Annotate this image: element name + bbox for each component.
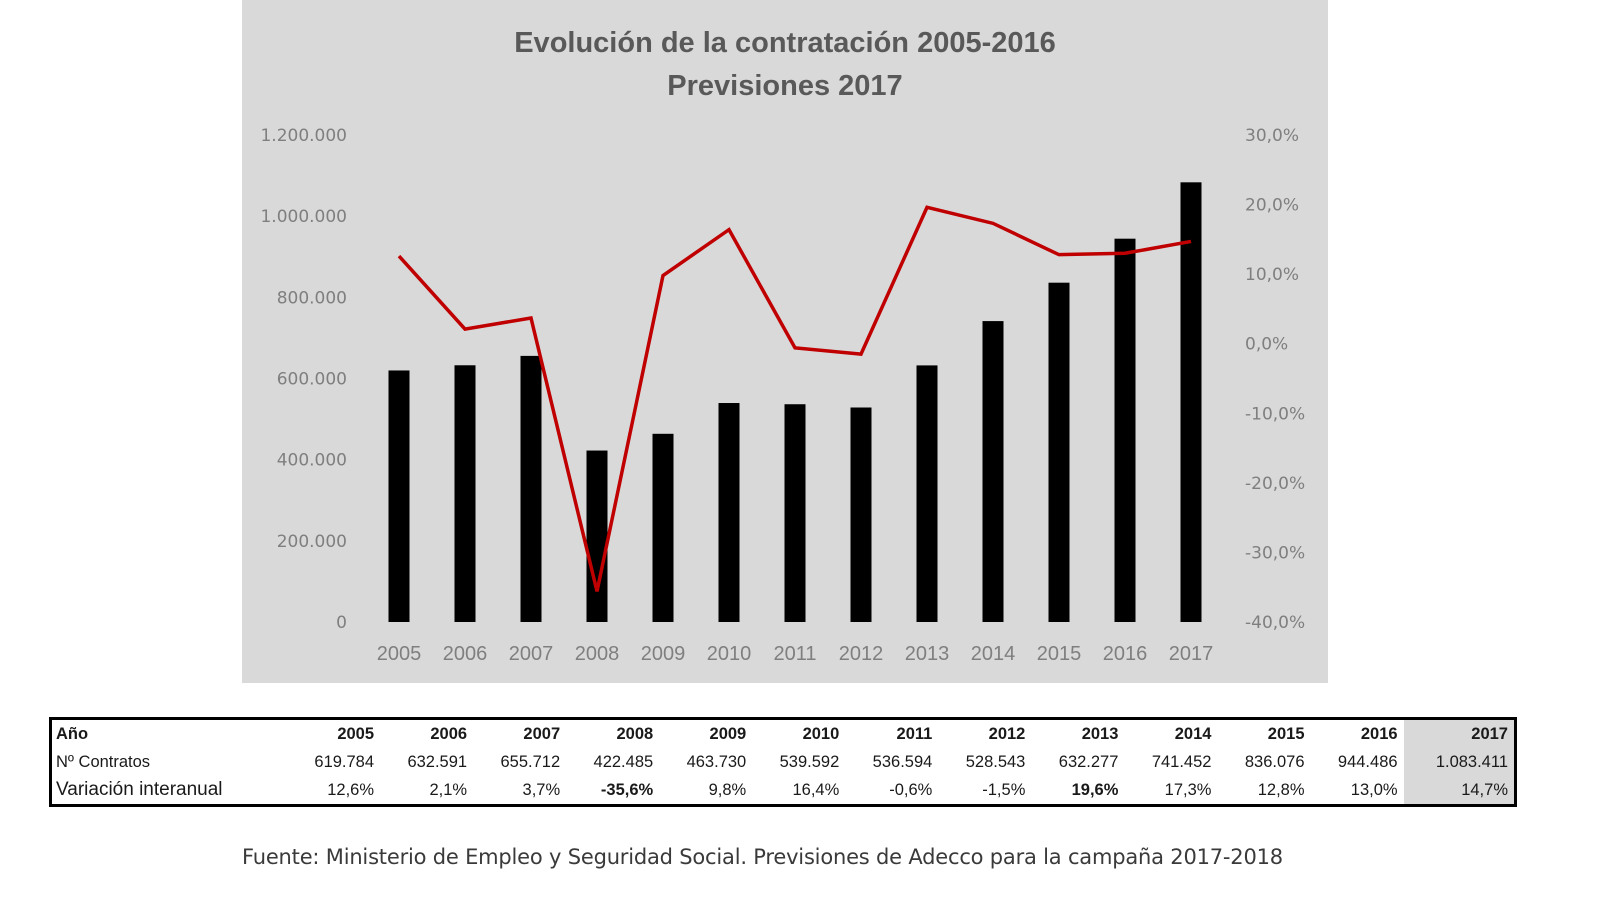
- table-cell: 2009: [709, 724, 747, 743]
- bar-2007: [520, 355, 542, 622]
- x-tick-label: 2011: [773, 643, 816, 665]
- table-cell: 2010: [802, 724, 840, 743]
- data-table: Año 2005 2006 2007 2008 2009 2010 2011 2012 2013 2…: [49, 717, 1517, 807]
- x-tick-label: 2008: [575, 643, 620, 665]
- right-axis: -40,0% -30,0% -20,0% -10,0% 0,0% 10,0% 20,0% 30…: [1245, 126, 1305, 633]
- table-cell: 422.485: [593, 752, 654, 771]
- chart-subtitle: Previsiones 2017: [667, 70, 902, 102]
- chart-title: Evolución de la contratación 2005-2016: [514, 27, 1056, 59]
- x-tick-label: 2014: [971, 643, 1016, 665]
- x-tick-label: 2007: [509, 643, 554, 665]
- bar-2009: [652, 433, 674, 622]
- table-cell: 2015: [1267, 724, 1305, 743]
- bar-2010: [718, 403, 740, 622]
- table-cell: -1,5%: [982, 780, 1026, 799]
- table-cell: 528.543: [965, 752, 1026, 771]
- table-cell: 463.730: [686, 752, 747, 771]
- chart-panel: Evolución de la contratación 2005-2016 P…: [242, 0, 1328, 683]
- line-series: [397, 205, 1192, 592]
- table-cell: 2016: [1360, 724, 1398, 743]
- table-cell: 2014: [1174, 724, 1212, 743]
- table-cell: 3,7%: [522, 780, 561, 799]
- row-label: Año: [56, 724, 89, 743]
- table-cell: 2017: [1403, 718, 1516, 748]
- table-cell: -35,6%: [600, 780, 654, 799]
- table-cell: 2012: [988, 724, 1026, 743]
- left-tick-label: 400.000: [277, 451, 347, 471]
- left-axis: 0 200.000 400.000 600.000 800.000 1.000.000 1.…: [260, 126, 347, 633]
- table-cell: -0,6%: [889, 780, 933, 799]
- bar-series: [388, 182, 1202, 622]
- table-cell: 944.486: [1337, 752, 1398, 771]
- table-cell: 632.277: [1058, 752, 1119, 771]
- x-tick-label: 2006: [443, 643, 488, 665]
- bar-2008: [586, 450, 608, 622]
- right-tick-label: -30,0%: [1245, 543, 1305, 563]
- left-tick-label: 800.000: [277, 288, 347, 308]
- table-cell: 2006: [430, 724, 468, 743]
- source-note: Fuente: Ministerio de Empleo y Seguridad…: [242, 845, 1283, 869]
- x-tick-label: 2017: [1169, 643, 1214, 665]
- bar-2017: [1180, 182, 1202, 622]
- right-tick-label: 0,0%: [1245, 335, 1288, 355]
- x-tick-label: 2009: [641, 643, 686, 665]
- table-cell: 2,1%: [429, 780, 468, 799]
- table-cell: 539.592: [779, 752, 840, 771]
- table-cell: 1.083.411: [1403, 748, 1516, 776]
- table-cell: 17,3%: [1164, 780, 1212, 799]
- combo-chart: Evolución de la contratación 2005-2016 P…: [260, 27, 1305, 665]
- table-cell: 19,6%: [1071, 780, 1119, 799]
- table-cell: 14,7%: [1403, 776, 1516, 806]
- table-cell: 741.452: [1151, 752, 1212, 771]
- row-label: Variación interanual: [56, 779, 223, 800]
- right-tick-label: 20,0%: [1245, 196, 1299, 216]
- x-tick-label: 2005: [377, 643, 422, 665]
- table-cell: 2007: [523, 724, 561, 743]
- left-tick-label: 1.000.000: [260, 207, 347, 227]
- right-tick-label: 10,0%: [1245, 265, 1299, 285]
- bar-2006: [454, 365, 476, 622]
- table-cell: 13,0%: [1350, 780, 1398, 799]
- right-tick-label: -40,0%: [1245, 613, 1305, 633]
- table-cell: 655.712: [500, 752, 561, 771]
- bar-2016: [1114, 238, 1136, 622]
- table-cell: 619.784: [314, 752, 375, 771]
- bar-2015: [1048, 282, 1070, 622]
- table-cell: 836.076: [1244, 752, 1305, 771]
- x-tick-label: 2013: [905, 643, 950, 665]
- x-tick-label: 2015: [1037, 643, 1082, 665]
- right-tick-label: 30,0%: [1245, 126, 1299, 146]
- table-cell: 12,6%: [327, 780, 375, 799]
- bar-2013: [916, 365, 938, 622]
- bar-2012: [850, 407, 872, 622]
- left-tick-label: 200.000: [277, 532, 347, 552]
- table-cell: 9,8%: [708, 780, 747, 799]
- table-cell: 2005: [337, 724, 375, 743]
- right-tick-label: -10,0%: [1245, 404, 1305, 424]
- variation-row: Variación interanual 12,6% 2,1% 3,7% -35,6% 9…: [51, 776, 1516, 806]
- x-axis: 2005 2006 2007 2008 2009 2010 2011 2012 2013 2014…: [377, 643, 1214, 665]
- table-cell: 2013: [1081, 724, 1119, 743]
- table-cell: 2008: [616, 724, 654, 743]
- table-cell: 536.594: [872, 752, 933, 771]
- left-tick-label: 1.200.000: [260, 126, 347, 146]
- contracts-row: Nº Contratos 619.784 632.591 655.712 422.485…: [51, 748, 1516, 776]
- x-tick-label: 2016: [1103, 643, 1148, 665]
- table-cell: 632.591: [407, 752, 468, 771]
- bar-2011: [784, 404, 806, 622]
- x-tick-label: 2010: [707, 643, 752, 665]
- bar-2005: [388, 370, 410, 622]
- left-tick-label: 0: [336, 613, 347, 633]
- table-cell: 2011: [896, 724, 933, 743]
- x-tick-label: 2012: [839, 643, 884, 665]
- year-row: Año 2005 2006 2007 2008 2009 2010 2011 2012 2013 2…: [51, 718, 1516, 748]
- left-tick-label: 600.000: [277, 370, 347, 390]
- table-cell: 12,8%: [1257, 780, 1305, 799]
- right-tick-label: -20,0%: [1245, 474, 1305, 494]
- table-cell: 16,4%: [792, 780, 840, 799]
- bar-2014: [982, 321, 1004, 622]
- row-label: Nº Contratos: [56, 752, 151, 771]
